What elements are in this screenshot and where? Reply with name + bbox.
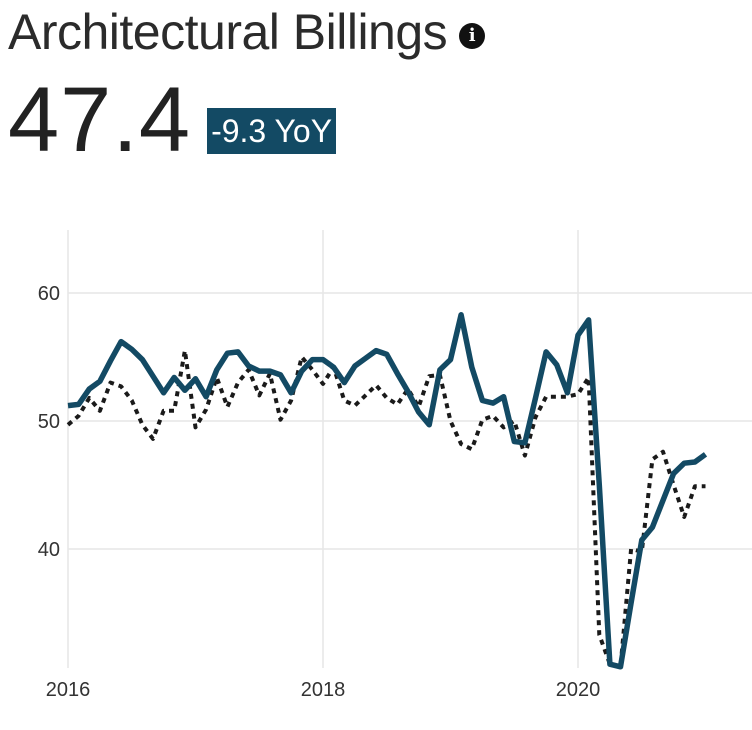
comparison-series-line bbox=[66, 348, 706, 669]
x-axis-labels: 2016 2018 2020 bbox=[46, 679, 601, 701]
info-icon[interactable]: i bbox=[459, 23, 486, 49]
grid-lines bbox=[67, 230, 752, 668]
primary-series-line bbox=[67, 312, 708, 670]
x-tick-label: 2016 bbox=[46, 679, 91, 701]
title-row: Architectural Billings i bbox=[8, 2, 486, 62]
x-tick-label: 2020 bbox=[556, 679, 601, 701]
chart-title: Architectural Billings bbox=[8, 4, 448, 60]
metric-row: 47.4 -9.3 YoY bbox=[8, 69, 337, 171]
yoy-change-badge: -9.3 YoY bbox=[207, 108, 337, 154]
series-lines bbox=[66, 312, 708, 670]
y-tick-label: 50 bbox=[38, 411, 60, 433]
y-tick-label: 40 bbox=[38, 539, 60, 561]
current-value: 47.4 bbox=[8, 69, 192, 171]
y-axis-labels: 40 50 60 bbox=[38, 283, 60, 561]
y-tick-label: 60 bbox=[38, 283, 60, 305]
x-tick-label: 2018 bbox=[301, 679, 346, 701]
